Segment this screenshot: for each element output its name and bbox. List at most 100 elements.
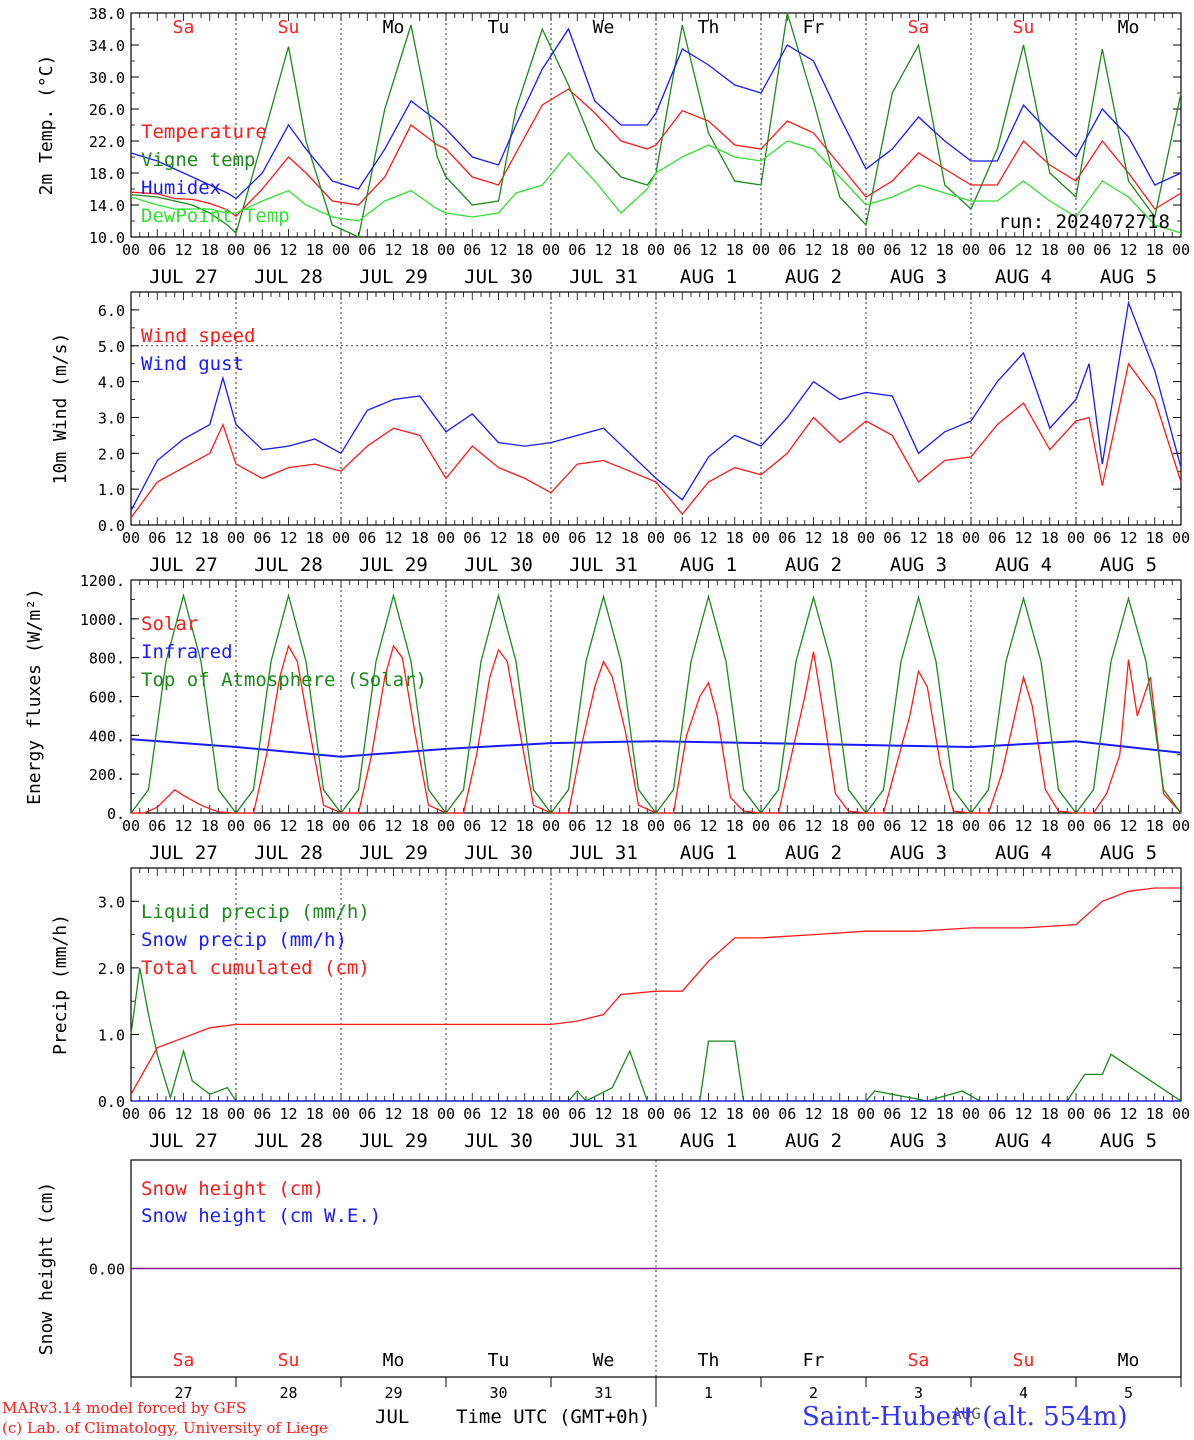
x-date-label: AUG 1: [680, 266, 737, 288]
x-date-label: AUG 2: [785, 554, 842, 576]
x-hour-label: 12: [1014, 529, 1032, 547]
x-hour-label: 18: [621, 241, 639, 259]
x-hour-label: 00: [962, 1105, 980, 1123]
legend-entry: Vigne temp: [141, 149, 255, 171]
x-hour-label: 12: [489, 1105, 507, 1123]
x-hour-label: 06: [778, 529, 796, 547]
x-hour-label: 18: [936, 241, 954, 259]
x-date-label: JUL 31: [569, 266, 638, 288]
x-hour-label: 12: [699, 529, 717, 547]
legend-entry: Total cumulated (cm): [141, 957, 370, 979]
x-hour-label: 12: [384, 1105, 402, 1123]
x-hour-label: 06: [148, 1105, 166, 1123]
x-hour-label: 12: [174, 529, 192, 547]
x-hour-label: 18: [1041, 1105, 1059, 1123]
y-tick-label: 200.: [89, 766, 125, 784]
x-hour-label: 00: [1172, 1105, 1190, 1123]
x-hour-label: 18: [516, 817, 534, 835]
x-hour-label: 12: [699, 1105, 717, 1123]
x-hour-label: 18: [621, 1105, 639, 1123]
day-number-label: 28: [279, 1384, 297, 1402]
x-hour-label: 06: [1093, 241, 1111, 259]
x-hour-label: 06: [358, 241, 376, 259]
x-hour-label: 00: [542, 529, 560, 547]
x-hour-label: 18: [936, 529, 954, 547]
y-tick-label: 0.0: [98, 1093, 125, 1111]
x-hour-label: 12: [489, 529, 507, 547]
series-line: [130, 967, 1182, 1102]
series-line: [130, 88, 1182, 218]
x-hour-label: 00: [752, 817, 770, 835]
x-date-label: JUL 29: [359, 842, 428, 864]
x-hour-label: 12: [1014, 1105, 1032, 1123]
weekday-label: Sa: [908, 1350, 930, 1371]
x-hour-label: 18: [1146, 817, 1164, 835]
series-line: [130, 300, 1182, 512]
x-hour-label: 18: [1041, 529, 1059, 547]
y-tick-label: 1200.: [80, 572, 125, 590]
x-hour-label: 12: [174, 241, 192, 259]
x-date-label: AUG 4: [995, 842, 1052, 864]
y-tick-label: 0.: [107, 805, 125, 823]
run-annotation: run: 2024072718: [998, 211, 1170, 233]
x-date-label: AUG 4: [995, 554, 1052, 576]
x-hour-label: 12: [489, 817, 507, 835]
x-hour-label: 00: [1067, 1105, 1085, 1123]
x-hour-label: 00: [1172, 241, 1190, 259]
x-hour-label: 06: [463, 529, 481, 547]
x-hour-label: 06: [883, 1105, 901, 1123]
series-line: [130, 592, 1182, 815]
x-hour-label: 00: [1067, 817, 1085, 835]
x-hour-label: 18: [1041, 241, 1059, 259]
x-hour-label: 12: [174, 817, 192, 835]
day-number-label: 3: [914, 1384, 923, 1402]
month-aug-label: AUG: [952, 1404, 981, 1423]
x-hour-label: 00: [962, 241, 980, 259]
x-hour-label: 18: [726, 1105, 744, 1123]
series-line: [130, 27, 1182, 200]
x-hour-label: 06: [988, 1105, 1006, 1123]
legend-entry: DewPoint Temp: [141, 205, 290, 227]
weekday-label: Mo: [383, 1350, 405, 1371]
y-tick-label: 400.: [89, 727, 125, 745]
x-hour-label: 00: [1172, 817, 1190, 835]
series-line: [130, 12, 1182, 238]
day-number-label: 29: [384, 1384, 402, 1402]
x-hour-label: 12: [804, 529, 822, 547]
weekday-label: Su: [278, 1350, 300, 1371]
x-hour-label: 06: [778, 817, 796, 835]
x-hour-label: 06: [463, 1105, 481, 1123]
x-hour-label: 00: [857, 241, 875, 259]
x-hour-label: 00: [227, 1105, 245, 1123]
x-hour-label: 18: [1146, 241, 1164, 259]
x-hour-label: 06: [358, 529, 376, 547]
x-date-label: JUL 30: [464, 1130, 533, 1152]
x-hour-label: 00: [857, 529, 875, 547]
weekday-label: Tu: [488, 1350, 510, 1371]
x-hour-label: 00: [332, 241, 350, 259]
month-jul-label: JUL: [375, 1406, 410, 1428]
x-hour-label: 12: [1119, 1105, 1137, 1123]
x-hour-label: 18: [1041, 817, 1059, 835]
legend-entry: Wind gust: [141, 353, 244, 375]
x-hour-label: 12: [489, 241, 507, 259]
x-hour-label: 18: [831, 241, 849, 259]
x-date-label: JUL 28: [254, 842, 323, 864]
x-hour-label: 06: [778, 241, 796, 259]
y-tick-label: 14.0: [89, 197, 125, 215]
legend-entry: Snow height (cm W.E.): [141, 1205, 381, 1227]
x-hour-label: 00: [857, 1105, 875, 1123]
x-date-label: AUG 3: [890, 842, 947, 864]
series-line: [130, 887, 1181, 1095]
x-hour-label: 12: [1014, 241, 1032, 259]
x-hour-label: 00: [332, 529, 350, 547]
x-hour-label: 12: [384, 817, 402, 835]
y-tick-label: 800.: [89, 650, 125, 668]
x-date-label: AUG 2: [785, 266, 842, 288]
x-date-label: JUL 31: [569, 554, 638, 576]
x-hour-label: 12: [279, 529, 297, 547]
y-tick-label: 22.0: [89, 133, 125, 151]
x-hour-label: 12: [1119, 241, 1137, 259]
legend-entry: Top of Atmosphere (Solar): [141, 669, 427, 691]
y-axis-title: Energy fluxes (W/m²): [24, 588, 45, 805]
